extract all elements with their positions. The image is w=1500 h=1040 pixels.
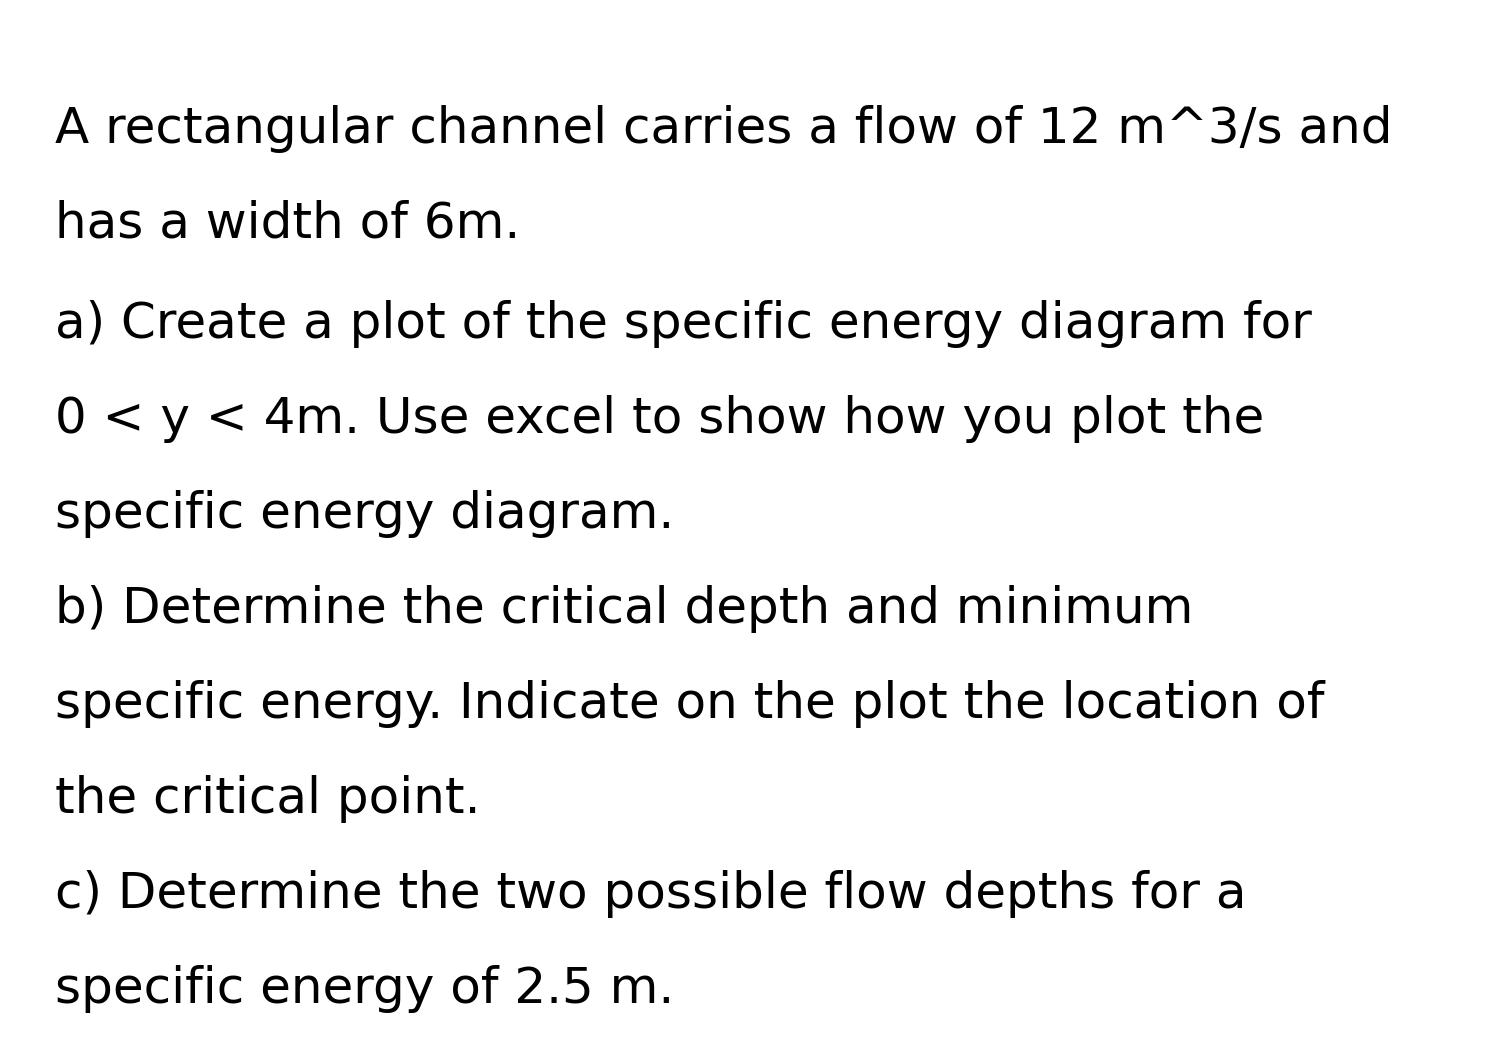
Text: specific energy of 2.5 m.: specific energy of 2.5 m. <box>56 965 675 1013</box>
Text: b) Determine the critical depth and minimum: b) Determine the critical depth and mini… <box>56 584 1194 633</box>
Text: the critical point.: the critical point. <box>56 775 480 823</box>
Text: has a width of 6m.: has a width of 6m. <box>56 200 520 248</box>
Text: a) Create a plot of the specific energy diagram for: a) Create a plot of the specific energy … <box>56 300 1312 348</box>
Text: 0 < y < 4m. Use excel to show how you plot the: 0 < y < 4m. Use excel to show how you pl… <box>56 395 1264 443</box>
Text: specific energy diagram.: specific energy diagram. <box>56 490 675 538</box>
Text: A rectangular channel carries a flow of 12 m^3/s and: A rectangular channel carries a flow of … <box>56 105 1392 153</box>
Text: c) Determine the two possible flow depths for a: c) Determine the two possible flow depth… <box>56 870 1246 918</box>
Text: specific energy. Indicate on the plot the location of: specific energy. Indicate on the plot th… <box>56 680 1324 728</box>
